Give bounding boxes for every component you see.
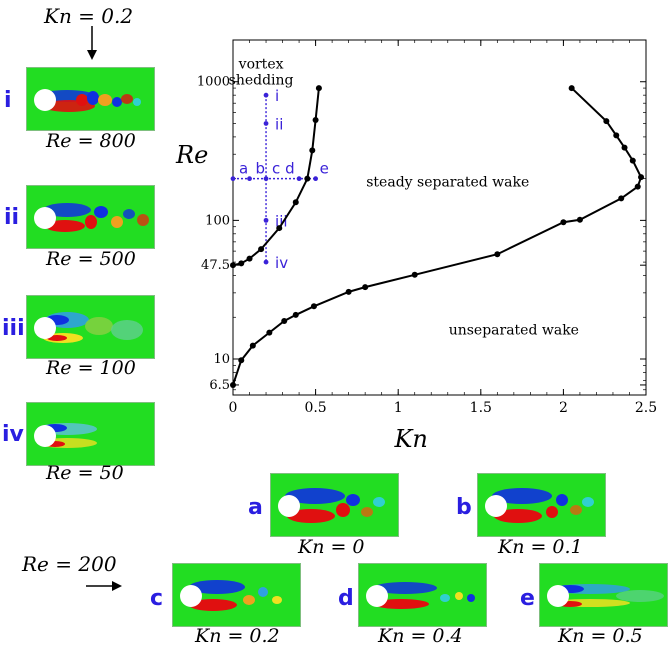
panel-caption-c: Kn = 0.2	[195, 625, 280, 647]
probe-label-b: b	[256, 160, 266, 178]
flow-field-d	[358, 563, 487, 627]
data-point	[309, 147, 316, 154]
flow-field-i	[26, 67, 155, 131]
data-point	[621, 144, 628, 151]
probe-point-ii	[263, 121, 269, 126]
panel-caption-e: Kn = 0.5	[558, 625, 643, 647]
y-tick-label: 100	[205, 213, 230, 228]
data-point	[266, 329, 273, 336]
data-point	[345, 288, 352, 295]
data-point	[230, 262, 236, 269]
x-tick-label: 0	[229, 400, 238, 416]
data-point	[494, 251, 501, 258]
data-point	[613, 132, 620, 139]
x-tick-label: 2	[559, 400, 568, 416]
data-point	[258, 246, 265, 253]
y-tick-label: 6.5	[209, 378, 230, 393]
y-tick-label: 10	[213, 352, 230, 367]
data-point	[312, 116, 319, 123]
data-point	[618, 195, 625, 202]
region-label-unseparated: unseparated wake	[449, 323, 579, 339]
panel-caption-b: Kn = 0.1	[498, 536, 583, 558]
flow-field-iv	[26, 402, 155, 466]
data-point	[629, 157, 636, 164]
region-label-steady-separated: steady separated wake	[366, 175, 529, 191]
series-line-0	[232, 87, 320, 267]
probe-label-i: i	[275, 87, 279, 105]
probe-point-iv	[263, 259, 269, 265]
probe-label-e: e	[320, 160, 329, 178]
probe-point-b	[247, 176, 252, 182]
series-line-1	[232, 87, 643, 386]
x-tick-label: 1	[394, 400, 403, 416]
data-point	[310, 303, 317, 310]
data-point	[560, 219, 567, 226]
probe-point-a	[230, 176, 236, 182]
panel-caption-a: Kn = 0	[298, 536, 365, 558]
probe-point-c	[263, 176, 269, 182]
data-point	[292, 311, 299, 318]
data-point	[276, 225, 283, 232]
panel-label-c: c	[150, 586, 164, 611]
data-point	[249, 342, 256, 349]
data-point	[304, 175, 311, 182]
x-axis-label: Kn	[394, 425, 428, 453]
panel-label-ii: ii	[4, 205, 20, 230]
panel-label-i: i	[4, 88, 12, 113]
data-point	[603, 118, 610, 125]
flow-field-c	[172, 563, 301, 627]
probe-label-c: c	[272, 160, 280, 178]
flow-field-b	[477, 473, 606, 537]
panel-caption-i: Re = 800	[46, 130, 136, 152]
probe-point-i	[263, 92, 269, 98]
probe-point-iii	[263, 217, 269, 223]
probe-label-iv: iv	[275, 254, 288, 272]
probe-label-a: a	[239, 160, 248, 178]
flow-field-a	[270, 473, 399, 537]
panel-label-a: a	[248, 495, 263, 520]
right-arrow-icon	[86, 581, 122, 591]
data-point	[576, 216, 583, 223]
data-point	[246, 255, 253, 262]
x-tick-label: 1.5	[470, 400, 492, 416]
data-point	[634, 183, 641, 190]
plot-frame	[232, 39, 647, 396]
data-point	[238, 260, 245, 267]
x-tick-label: 2.5	[635, 400, 657, 416]
top-kn-label: Kn = 0.2	[44, 4, 134, 28]
flow-field-e	[539, 563, 668, 627]
panel-caption-iii: Re = 100	[46, 357, 136, 379]
data-point	[238, 357, 245, 364]
y-axis-label: Re	[175, 141, 208, 169]
y-tick-label: 1000	[197, 75, 230, 90]
panel-label-b: b	[456, 495, 472, 520]
flow-field-ii	[26, 185, 155, 249]
down-arrow-icon	[87, 26, 97, 60]
data-point	[638, 174, 645, 181]
panel-caption-iv: Re = 50	[46, 462, 124, 484]
bottom-re-label: Re = 200	[22, 552, 117, 576]
data-point	[568, 85, 575, 92]
probe-label-ii: ii	[275, 115, 283, 133]
panel-label-iii: iii	[2, 316, 25, 341]
data-point	[281, 317, 288, 324]
panel-label-iv: iv	[2, 422, 24, 447]
data-point	[411, 271, 418, 278]
panel-label-d: d	[338, 586, 354, 611]
data-point	[292, 199, 299, 206]
x-tick-label: 0.5	[304, 400, 326, 416]
data-point	[230, 381, 236, 388]
probe-label-d: d	[285, 160, 295, 178]
panel-caption-ii: Re = 500	[46, 248, 136, 270]
probe-point-d	[296, 176, 302, 182]
probe-point-e	[313, 176, 318, 182]
panel-caption-d: Kn = 0.4	[378, 625, 463, 647]
y-tick-label: 47.5	[201, 258, 230, 273]
data-point	[362, 284, 369, 291]
flow-field-iii	[26, 295, 155, 359]
data-point	[315, 85, 322, 92]
panel-label-e: e	[520, 586, 535, 611]
region-label-vortex-shedding: vortex shedding	[229, 56, 294, 88]
